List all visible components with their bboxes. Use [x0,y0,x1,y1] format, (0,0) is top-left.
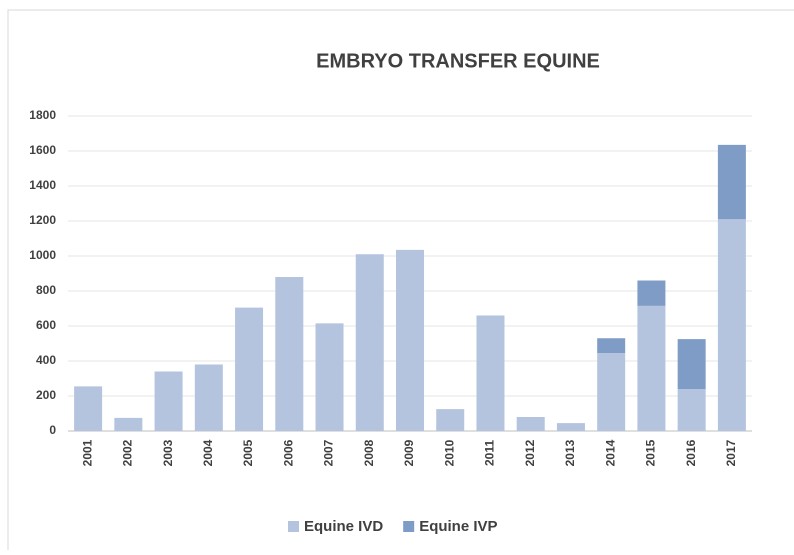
bar-segment [275,277,304,431]
bar-segment [717,144,746,220]
x-tick-label: 2012 [523,439,537,466]
x-tick-label: 2016 [684,439,698,466]
y-tick-label: 1000 [29,248,56,262]
x-tick-label: 2017 [724,439,738,466]
bar-segment [516,417,545,431]
y-tick-label: 0 [49,423,56,437]
y-tick-label: 1200 [29,213,56,227]
x-tick-label: 2007 [322,439,336,466]
bar-segment [556,423,585,431]
x-tick-label: 2005 [241,439,255,466]
bar-segment [154,371,183,431]
y-tick-label: 1600 [29,143,56,157]
legend-label: Equine IVP [419,518,497,535]
bar-segment [355,254,384,431]
x-tick-label: 2004 [201,439,215,466]
bar-segment [717,219,746,431]
x-tick-label: 2011 [483,440,497,466]
legend-label: Equine IVD [304,518,383,535]
bar-segment [114,417,143,431]
chart-frame [7,9,794,555]
x-tick-label: 2006 [281,439,295,466]
bar-segment [396,249,424,431]
x-tick-label: 2001 [80,439,94,466]
legend-swatch [288,521,299,532]
x-tick-label: 2003 [161,439,175,466]
y-tick-label: 600 [36,318,56,332]
bar-segment [235,307,264,431]
x-tick-label: 2008 [362,439,376,466]
bar-segment [677,339,706,389]
y-tick-label: 400 [36,353,56,367]
y-tick-label: 200 [36,388,56,402]
y-tick-label: 800 [36,283,56,297]
x-tick-label: 2014 [603,439,617,466]
y-tick-label: 1800 [29,108,56,122]
bar-segment [597,338,626,354]
x-tick-label: 2009 [402,439,416,466]
chart-title: EMBRYO TRANSFER EQUINE [316,50,600,72]
x-tick-label: 2013 [563,439,577,466]
bar-segment [677,389,706,431]
x-tick-label: 2010 [442,439,456,466]
bar-segment [194,364,223,431]
legend-swatch [403,521,415,532]
bar-segment [476,315,505,431]
bar-segment [315,323,344,431]
bar-segment [637,280,666,306]
bar-segment [637,305,666,431]
x-tick-label: 2015 [644,439,658,466]
bar-segment [436,409,465,431]
bar-segment [597,353,626,431]
bar-segment [74,386,103,431]
y-tick-label: 1400 [29,178,56,192]
x-tick-label: 2002 [121,439,135,466]
